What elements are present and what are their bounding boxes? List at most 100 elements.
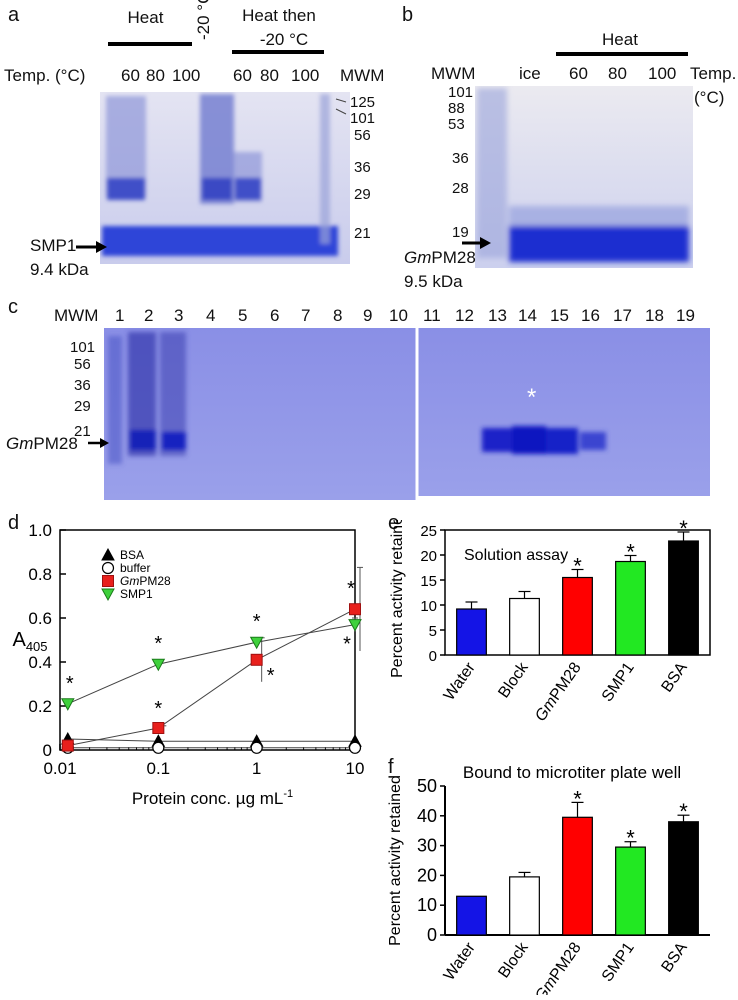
- legend-label: SMP1: [120, 587, 153, 601]
- data-point: [349, 603, 361, 616]
- y-axis-label: Percent activity retained: [389, 520, 406, 678]
- lane-number: 6: [270, 306, 280, 325]
- series-line: [67, 624, 356, 705]
- x-axis-label: Protein conc. µg mL-1: [132, 788, 293, 808]
- x-tick-label: 1: [252, 759, 261, 778]
- lane-number: 4: [206, 306, 216, 325]
- y-tick-label: 50: [417, 776, 437, 796]
- mw-marker: 21: [74, 423, 91, 440]
- category-label: Block: [495, 659, 532, 702]
- heat-label-a: Heat: [127, 8, 164, 27]
- plot-frame: [59, 529, 356, 751]
- arrow-right-icon: [88, 438, 109, 448]
- data-point: [348, 741, 362, 754]
- series-smp1: [60, 617, 362, 711]
- arrow-right-icon: [76, 241, 107, 253]
- mw-marker: 29: [354, 186, 371, 203]
- lane-number: 19: [676, 306, 695, 325]
- bar: [668, 540, 699, 656]
- data-point: [250, 741, 263, 754]
- heat-bar-b: [556, 52, 688, 56]
- bar: [456, 608, 487, 656]
- category-label: BSA: [658, 939, 690, 975]
- panel-e-label: e: [388, 512, 400, 534]
- panel-d-label: d: [8, 512, 20, 534]
- chart-title: Solution assay: [464, 547, 568, 564]
- y-tick-label: 20: [417, 865, 437, 885]
- lane-temp: 60: [233, 66, 252, 85]
- gel-image-b: [475, 86, 693, 268]
- temp-label-a: Temp. (°C): [4, 66, 86, 85]
- kda-label-b: 9.5 kDa: [404, 272, 463, 291]
- significance-star: *: [679, 520, 688, 541]
- x-tick-label: 0.01: [43, 759, 76, 778]
- y-tick-label: 0.4: [28, 653, 52, 672]
- temp-label-b: Temp.: [690, 64, 737, 83]
- data-point: [250, 653, 263, 666]
- y-tick-label: 10: [420, 598, 437, 615]
- x-tick-label: 0.1: [147, 759, 171, 778]
- y-axis-label: A405: [12, 629, 47, 654]
- lane-number: 3: [174, 306, 184, 325]
- mw-marker: 101: [70, 339, 96, 356]
- series-gmpm28: [61, 566, 363, 752]
- data-point: [101, 561, 115, 575]
- lane-temp: 100: [648, 64, 677, 83]
- chart-d-line: 0 0.2 0.4 0.6 0.8 1.0 0.01 0.1 1 10 A405 Protein co…: [12, 521, 365, 808]
- mw-marker: 88: [448, 100, 465, 117]
- mw-marker: 56: [354, 127, 371, 144]
- lane-number: 12: [455, 306, 474, 325]
- series-line: [67, 608, 356, 747]
- series-line: [67, 738, 355, 742]
- lane-temp: 60: [569, 64, 588, 83]
- lane-temp: 80: [608, 64, 627, 83]
- data-point: [102, 575, 114, 587]
- lane-number: 13: [488, 306, 507, 325]
- data-point: [101, 547, 115, 561]
- y-tick-label: 0: [43, 741, 52, 760]
- legend-label: BSA: [120, 548, 144, 562]
- series-bsa: [60, 731, 362, 747]
- significance-star: *: [573, 786, 582, 811]
- bar: [668, 821, 699, 936]
- lane-number: 1: [115, 306, 125, 325]
- significance-star: *: [679, 799, 688, 824]
- y-tick-label: 25: [420, 523, 437, 540]
- gel-image-a: [100, 92, 350, 264]
- category-label: Block: [495, 939, 532, 982]
- category-label: SMP1: [599, 939, 638, 985]
- data-point: [152, 722, 165, 734]
- significance-star: *: [347, 578, 355, 600]
- mw-marker: 36: [74, 377, 91, 394]
- mw-marker: 101: [350, 110, 376, 127]
- mw-marker: 101: [448, 84, 474, 101]
- bar: [615, 560, 646, 656]
- series-buffer: [61, 741, 362, 754]
- y-tick-label: 40: [417, 806, 437, 826]
- lane-temp: 80: [146, 66, 165, 85]
- protein-label-smp1: SMP1: [30, 236, 77, 255]
- bar: [509, 597, 540, 656]
- bar: [509, 876, 540, 936]
- data-point: [348, 619, 362, 632]
- lane-temp: 60: [121, 66, 140, 85]
- chart-title: Bound to microtiter plate well: [463, 763, 681, 782]
- y-tick-label: 0: [427, 925, 437, 945]
- heat-then-bar: [232, 50, 324, 54]
- lane-temp: 80: [260, 66, 279, 85]
- bar: [456, 895, 487, 936]
- kda-label-a: 9.4 kDa: [30, 260, 89, 279]
- lane-number: 9: [363, 306, 373, 325]
- lane-number: 17: [613, 306, 632, 325]
- x-tick-label: 10: [346, 759, 365, 778]
- mwm-label-b: MWM: [431, 64, 476, 83]
- significance-star: *: [267, 665, 275, 687]
- category-label: BSA: [658, 659, 690, 695]
- mw-marker: 36: [354, 159, 371, 176]
- mwm-label-a: MWM: [340, 66, 385, 85]
- panel-a-label: a: [8, 4, 20, 26]
- mw-marker: 19: [452, 224, 469, 241]
- chart-f-bar: 0 10 20 30 40 50 Percent activity retained Boun…: [387, 763, 710, 995]
- y-tick-label: 10: [417, 895, 437, 915]
